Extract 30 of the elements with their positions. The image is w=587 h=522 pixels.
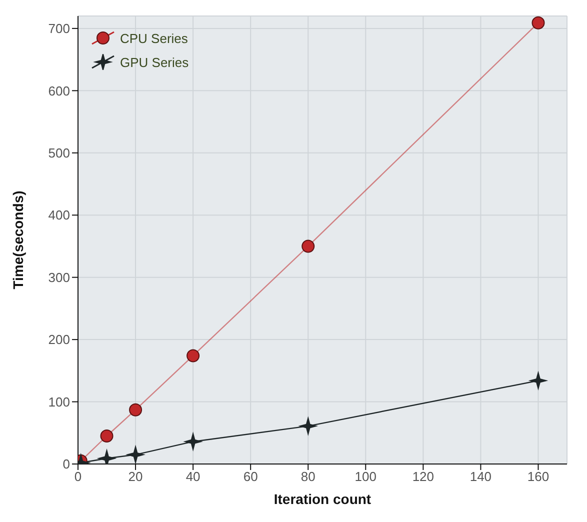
x-tick-label: 20 xyxy=(128,469,143,484)
point xyxy=(184,433,202,450)
y-tick-label: 600 xyxy=(48,83,70,98)
x-tick-label: 60 xyxy=(243,469,258,484)
y-axis-title: Time(seconds) xyxy=(10,190,26,290)
x-tick-label: 140 xyxy=(470,469,492,484)
point xyxy=(532,16,545,30)
point xyxy=(100,430,114,442)
y-tick-label: 100 xyxy=(48,394,70,410)
y-tick-label: 500 xyxy=(48,146,70,161)
x-axis-title: Iteration count xyxy=(274,491,372,507)
point xyxy=(186,349,200,362)
x-tick-label: 120 xyxy=(412,469,434,484)
x-tick-label: 160 xyxy=(527,469,550,484)
x-tick-label: 0 xyxy=(74,469,82,484)
point xyxy=(129,403,142,416)
point xyxy=(300,418,317,435)
x-tick-label: 80 xyxy=(300,469,316,484)
x-tick-label: 40 xyxy=(186,469,200,484)
x-tick-label: 100 xyxy=(354,469,376,484)
y-tick-label: 300 xyxy=(48,270,70,285)
y-tick-label: 200 xyxy=(48,332,70,348)
point xyxy=(302,240,315,253)
legend-label: CPU Series xyxy=(120,30,188,46)
y-tick-label: 400 xyxy=(48,208,70,223)
point xyxy=(127,446,144,464)
y-tick-label: 0 xyxy=(62,456,70,472)
legend-label: GPU Series xyxy=(120,54,189,70)
point xyxy=(530,372,547,390)
y-tick-label: 700 xyxy=(48,21,70,36)
